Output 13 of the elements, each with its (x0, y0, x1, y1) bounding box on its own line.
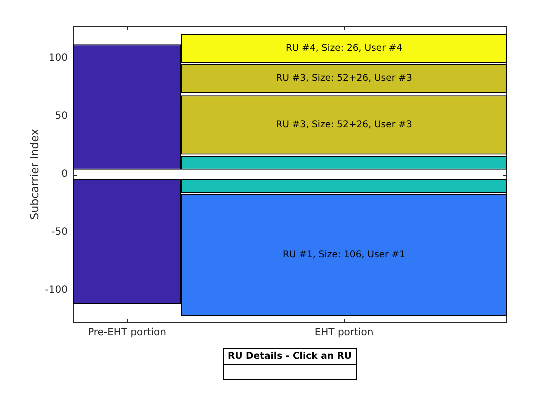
series-label: RU #3, Size: 52+26, User #3 (276, 120, 412, 131)
series-label: RU #3, Size: 52+26, User #3 (276, 73, 412, 84)
x-tick-label: Pre-EHT portion (88, 328, 166, 339)
y-tick-label: 0 (62, 169, 68, 180)
y-axis-title: Subcarrier Index (28, 128, 42, 220)
x-tick-label: EHT portion (314, 328, 374, 339)
y-tick-label: -100 (45, 285, 68, 296)
y-tick-label: 50 (55, 111, 68, 122)
y-tick-label: 100 (48, 53, 68, 64)
details-table: RU Details - Click an RU (223, 348, 357, 380)
series-label: RU #1, Size: 106, User #1 (282, 250, 406, 261)
series-label: RU #4, Size: 26, User #4 (286, 43, 403, 54)
y-tick-label: -50 (52, 227, 68, 238)
